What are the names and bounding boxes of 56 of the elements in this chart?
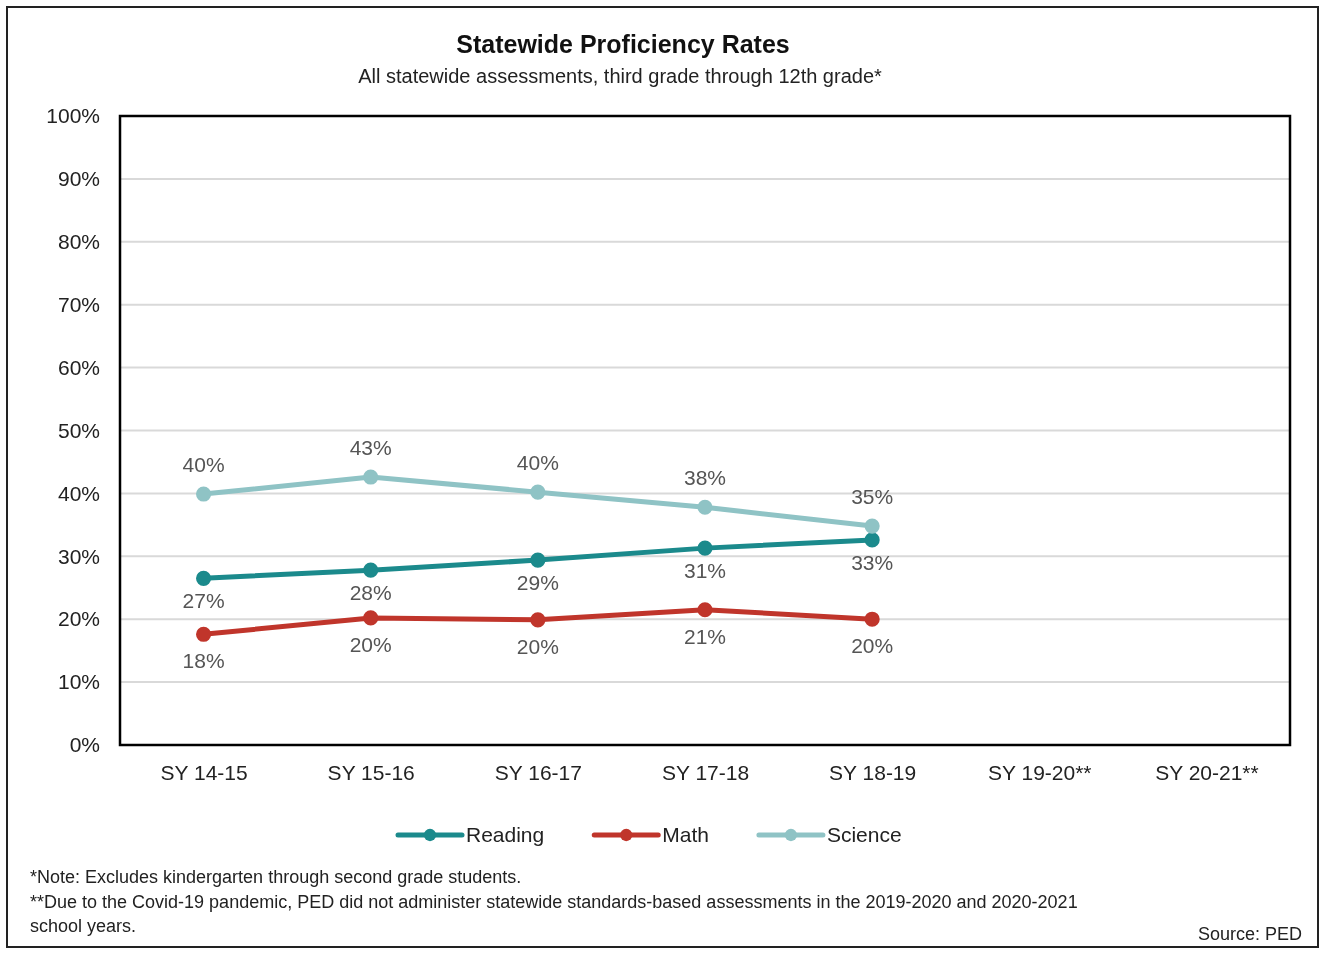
point [363,610,379,626]
point [864,518,880,534]
y-tick-label: 70% [57,292,100,316]
data-label: 18% [182,649,225,673]
y-tick-label: 20% [57,607,100,631]
x-tick-label: SY 18-19 [829,760,917,784]
y-tick-label: 30% [57,544,100,568]
text: *Note: Excludes kindergarten through second grade students. [30,867,522,887]
point [196,570,212,586]
data-label: 35% [851,485,894,509]
point [697,499,713,515]
data-label: 43% [349,436,392,460]
point [697,602,713,618]
point [196,626,212,642]
x-tick-label: SY 19-20** [988,760,1092,784]
y-tick-label: 40% [57,481,100,505]
y-tick-label: 80% [57,230,100,254]
point [530,552,546,568]
chart-title: Statewide Proficiency Rates [456,30,790,58]
data-label: 40% [516,451,559,475]
y-tick-label: 0% [69,733,100,757]
y-tick-label: 90% [57,167,100,191]
data-label: 20% [349,632,392,656]
data-label: 21% [683,624,727,648]
point [864,532,880,548]
x-tick-label: SY 20-21** [1155,760,1259,784]
x-tick-label: SY 15-16 [327,760,415,784]
point [864,611,880,627]
data-label: 29% [516,571,559,595]
x-tick-label: SY 14-15 [160,760,248,784]
text: **Due to the Covid-19 pandemic, PED did not administer statewide standards-based assessments in the 2019-2020 and 2020-2021 school years. [30,892,1078,936]
data-label: 33% [851,550,894,574]
y-tick-label: 10% [57,670,100,694]
source-note: Source: PED [1197,924,1302,944]
point [363,469,379,485]
data-label: 20% [516,634,559,658]
legend-label: Science [826,823,902,846]
y-tick-label: 60% [57,355,100,379]
data-label: 31% [683,559,727,583]
data-label: 28% [349,581,392,605]
point [530,484,546,500]
data-label: 27% [182,589,225,613]
y-tick-label: 50% [57,418,100,442]
point [530,612,546,628]
y-tick-label: 100% [46,104,100,128]
data-label: 20% [851,634,894,658]
chart-subtitle: All statewide assessments, third grade through 12th grade* [358,65,883,87]
x-tick-label: SY 16-17 [494,760,582,784]
data-label: 38% [683,466,727,490]
point [196,486,212,502]
data-label: 40% [182,453,225,477]
point [363,562,379,578]
legend-label: Reading [466,823,545,846]
legend-label: Math [662,823,709,846]
point [697,540,713,556]
x-tick-label: SY 17-18 [661,760,750,784]
